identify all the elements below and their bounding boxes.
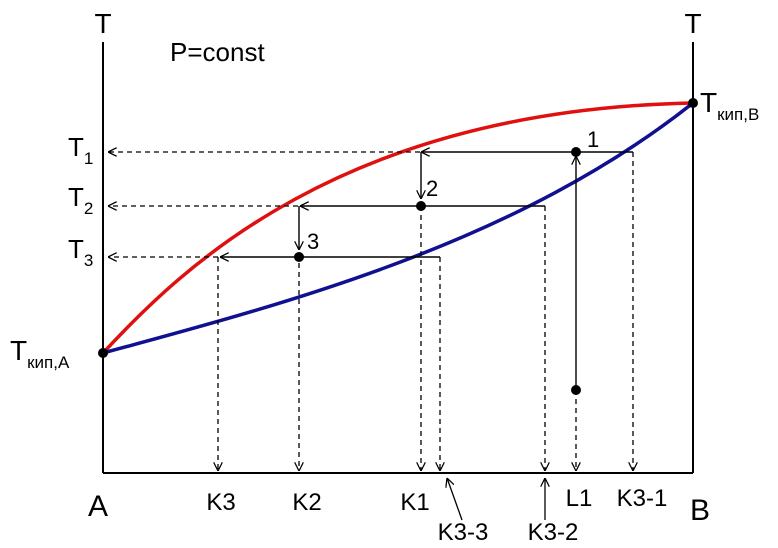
liquid-curve [102, 101, 695, 355]
k3-1-label: K3-1 [617, 485, 668, 512]
k3-2-label: K3-2 [528, 519, 579, 546]
axis-end-b: B [690, 494, 710, 527]
l1-label: L1 [566, 485, 593, 512]
right-axis-label: T [684, 8, 701, 39]
k2-label: K2 [292, 489, 321, 516]
k3-label: K3 [206, 489, 235, 516]
boil-b-point [688, 98, 698, 108]
k3-3-label: K3-3 [438, 519, 489, 546]
point-1 [571, 147, 581, 157]
k1-label: K1 [400, 489, 429, 516]
t3-label: T3 [68, 234, 93, 270]
k3-3-pointer [447, 478, 463, 521]
point-2 [416, 201, 426, 211]
vapor-curve [101, 101, 694, 355]
diagram-title: P=const [170, 37, 265, 67]
boil-a-label: Tкип,A [10, 335, 70, 372]
boil-a-point [98, 348, 108, 358]
left-axis-label: T [94, 8, 111, 39]
step-number-2: 2 [426, 176, 438, 201]
point-3 [294, 252, 304, 262]
axis-end-a: A [88, 490, 108, 523]
t2-label: T2 [68, 182, 93, 218]
feed-point [571, 385, 581, 395]
step-number-3: 3 [307, 229, 319, 254]
boil-b-label: Tкип,B [700, 87, 759, 124]
t1-label: T1 [68, 132, 93, 168]
step-number-1: 1 [587, 127, 599, 152]
